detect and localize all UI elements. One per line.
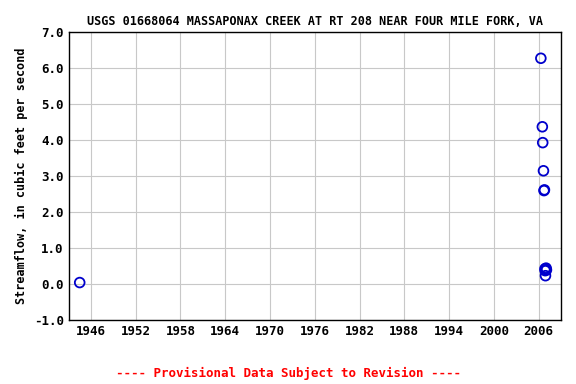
Point bbox=[540, 266, 550, 272]
Point bbox=[540, 187, 549, 193]
Point bbox=[539, 187, 548, 194]
Point bbox=[538, 139, 547, 146]
Point bbox=[539, 168, 548, 174]
Text: ---- Provisional Data Subject to Revision ----: ---- Provisional Data Subject to Revisio… bbox=[116, 367, 460, 380]
Point bbox=[538, 124, 547, 130]
Point bbox=[541, 273, 550, 279]
Point bbox=[540, 268, 550, 274]
Point bbox=[542, 267, 551, 273]
Y-axis label: Streamflow, in cubic feet per second: Streamflow, in cubic feet per second bbox=[15, 48, 28, 305]
Point bbox=[75, 280, 84, 286]
Point bbox=[536, 55, 545, 61]
Point bbox=[541, 265, 551, 271]
Title: USGS 01668064 MASSAPONAX CREEK AT RT 208 NEAR FOUR MILE FORK, VA: USGS 01668064 MASSAPONAX CREEK AT RT 208… bbox=[87, 15, 543, 28]
